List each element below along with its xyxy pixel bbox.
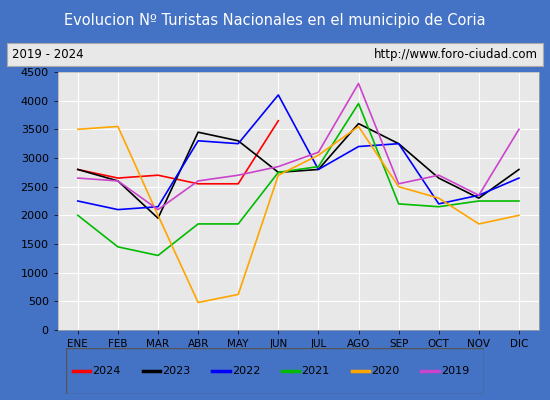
Text: 2020: 2020 — [371, 366, 399, 376]
Text: 2019: 2019 — [441, 366, 469, 376]
Text: 2021: 2021 — [301, 366, 329, 376]
Text: 2024: 2024 — [92, 366, 121, 376]
Text: Evolucion Nº Turistas Nacionales en el municipio de Coria: Evolucion Nº Turistas Nacionales en el m… — [64, 14, 486, 28]
Text: http://www.foro-ciudad.com: http://www.foro-ciudad.com — [374, 48, 538, 61]
Text: 2023: 2023 — [162, 366, 190, 376]
Text: 2022: 2022 — [232, 366, 260, 376]
Text: 2019 - 2024: 2019 - 2024 — [12, 48, 84, 61]
